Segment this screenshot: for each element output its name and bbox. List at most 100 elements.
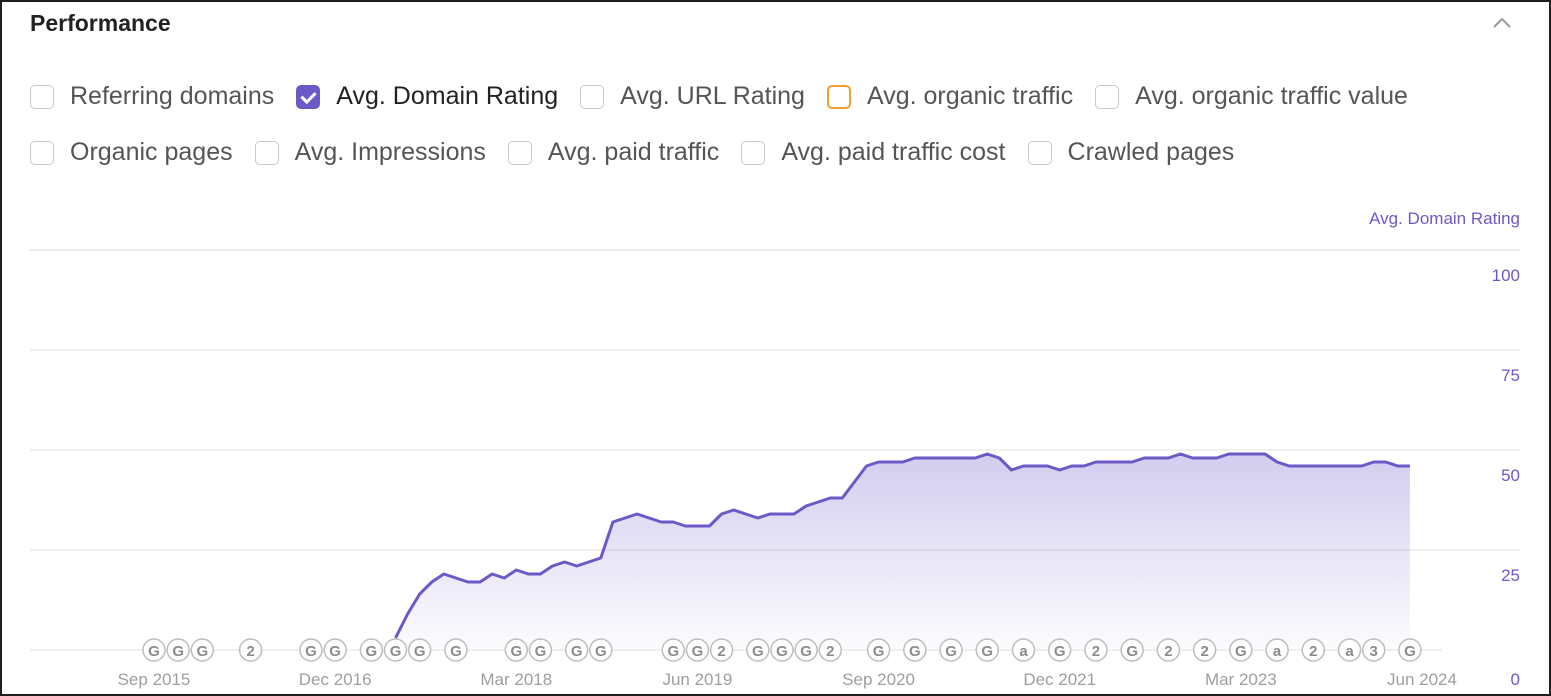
annotation-marker[interactable]: G [1047,638,1072,662]
annotation-marker[interactable]: G [1229,638,1253,662]
annotation-marker[interactable]: G [166,638,190,662]
annotation-marker[interactable]: G [866,638,891,662]
checkbox[interactable] [826,84,851,109]
metric-toggle-crawled-pages[interactable]: Crawled pages [1027,138,1235,167]
annotation-label: 2 [1164,643,1172,660]
annotation-label: 2 [1092,643,1100,660]
checkbox[interactable] [1027,140,1052,165]
annotation-marker[interactable]: a [1265,638,1289,662]
metric-toggle-organic-pages[interactable]: Organic pages [30,138,233,167]
annotation-label: G [800,643,812,660]
annotation-label: G [667,643,679,660]
x-tick-label: Sep 2020 [842,670,915,689]
checkbox[interactable] [30,84,54,109]
metric-label: Avg. Impressions [294,138,486,166]
y-tick-label: 75 [1501,366,1520,385]
annotation-marker[interactable]: 2 [1301,638,1326,662]
annotation-label: G [148,643,160,660]
metric-label: Crawled pages [1067,138,1235,166]
annotation-label: G [329,643,341,660]
annotation-label: G [945,643,957,660]
annotation-marker[interactable]: G [359,638,384,662]
metric-toggle-avg-url-rating[interactable]: Avg. URL Rating [580,82,805,111]
metric-toggle-avg-impressions[interactable]: Avg. Impressions [254,138,486,167]
annotation-label: G [981,643,993,660]
annotation-marker[interactable]: G [939,638,963,662]
annotation-label: G [909,643,921,660]
annotation-marker[interactable]: G [528,638,553,662]
metric-row-2: Organic pages Avg. Impressions Avg. paid t… [30,138,1256,167]
annotation-marker[interactable]: 2 [1192,638,1217,662]
annotation-label: a [1273,643,1282,660]
annotation-marker[interactable]: a [1011,638,1036,662]
annotation-marker[interactable]: G [407,638,432,662]
annotation-label: G [450,643,462,660]
annotation-marker[interactable]: G [661,638,686,662]
metric-label: Avg. organic traffic [866,82,1074,110]
checkbox[interactable] [254,140,279,165]
annotation-label: G [1054,643,1066,660]
annotation-label: G [1404,643,1416,660]
checkbox-checked[interactable] [296,84,321,109]
metric-toggle-avg-paid-traffic-cost[interactable]: Avg. paid traffic cost [741,138,1006,167]
checkbox[interactable] [741,140,766,165]
metric-toggle-avg-organic-traffic[interactable]: Avg. organic traffic [826,82,1074,111]
metric-label: Avg. paid traffic [547,138,720,166]
metric-toggle-avg-paid-traffic[interactable]: Avg. paid traffic [507,138,720,167]
metric-toggle-referring-domains[interactable]: Referring domains [30,82,274,111]
x-tick-label: Mar 2023 [1205,670,1277,689]
metric-label: Avg. URL Rating [620,82,805,110]
annotation-marker[interactable]: 2 [709,638,734,662]
annotation-label: 2 [246,643,254,660]
annotation-marker[interactable]: G [190,638,215,662]
annotation-label: 2 [1309,643,1317,660]
annotation-label: G [305,643,317,660]
annotation-label: G [510,643,522,660]
annotation-marker[interactable]: 2 [1156,638,1181,662]
annotation-marker[interactable]: 2 [1084,638,1108,662]
annotation-marker[interactable]: G [1398,638,1422,662]
annotation-marker[interactable]: G [770,638,794,662]
annotation-marker[interactable]: G [746,638,770,662]
annotation-marker[interactable]: a [1337,638,1362,662]
annotation-label: G [172,643,184,660]
annotation-marker[interactable]: G [383,638,408,662]
annotation-marker[interactable]: G [444,638,468,662]
annotation-marker[interactable]: G [1120,638,1144,662]
metric-label: Avg. paid traffic cost [781,138,1006,166]
y-tick-label: 25 [1501,566,1520,585]
annotation-marker[interactable]: 3 [1361,638,1386,662]
annotation-marker[interactable]: G [142,638,166,662]
annotation-label: G [873,643,885,660]
annotation-marker[interactable]: G [323,638,347,662]
y-axis-label: Avg. Domain Rating [1369,209,1520,228]
annotation-marker[interactable]: G [504,638,529,662]
checkbox[interactable] [580,84,605,109]
annotation-label: G [366,643,378,660]
x-tick-label: Jun 2019 [662,670,732,689]
annotation-label: G [571,643,583,660]
x-tick-label: Dec 2021 [1023,670,1096,689]
metric-toggle-avg-domain-rating[interactable]: Avg. Domain Rating [296,82,558,111]
metric-label: Avg. Domain Rating [336,82,559,110]
annotation-marker[interactable]: 2 [238,638,263,662]
metric-row-1: Referring domains Avg. Domain Rating Avg. … [30,82,1430,111]
x-tick-label: Dec 2016 [299,670,372,689]
annotation-marker[interactable]: G [975,638,1000,662]
annotation-marker[interactable]: G [299,638,323,662]
annotation-marker[interactable]: G [685,638,710,662]
annotation-label: G [1126,643,1138,660]
checkbox[interactable] [30,140,54,165]
annotation-label: G [595,643,607,660]
annotation-marker[interactable]: G [589,638,613,662]
annotation-marker[interactable]: G [794,638,818,662]
series-line [394,452,1410,639]
annotation-marker[interactable]: 2 [818,638,843,662]
metric-toggle-avg-organic-traffic-value[interactable]: Avg. organic traffic value [1095,82,1408,111]
checkbox[interactable] [1095,84,1120,109]
annotation-marker[interactable]: G [903,638,927,662]
annotation-marker[interactable]: G [564,638,589,662]
chevron-up-icon[interactable] [1491,12,1513,34]
checkbox[interactable] [507,140,532,165]
